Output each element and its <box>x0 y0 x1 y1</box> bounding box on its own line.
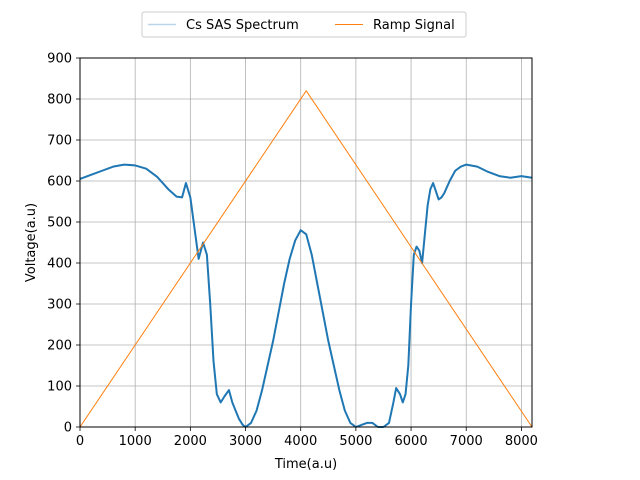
x-axis-label: Time(a.u) <box>274 457 337 472</box>
y-tick-label: 500 <box>47 216 72 231</box>
y-tick-label: 300 <box>47 298 72 313</box>
y-tick-label: 100 <box>47 380 72 395</box>
plot-area-frame <box>79 57 533 428</box>
y-axis-ticks: 0 100 200 300 400 500 600 700 800 900 <box>47 52 80 436</box>
x-tick-label: 0 <box>76 434 84 449</box>
plot-series <box>79 90 533 428</box>
y-tick-label: 700 <box>47 134 72 149</box>
y-tick-label: 200 <box>47 339 72 354</box>
x-tick-label: 1000 <box>119 434 152 449</box>
y-tick-label: 800 <box>47 93 72 108</box>
series-line-ramp-signal <box>79 90 533 428</box>
y-tick-label: 0 <box>64 421 72 436</box>
x-tick-label: 4000 <box>284 434 317 449</box>
x-tick-label: 6000 <box>395 434 428 449</box>
y-tick-label: 900 <box>47 52 72 67</box>
grid <box>79 57 532 428</box>
x-tick-label: 8000 <box>505 434 538 449</box>
y-axis-label: Voltage(a.u) <box>24 203 39 282</box>
series-line-cs-sas-spectrum <box>79 163 533 428</box>
x-tick-label: 3000 <box>229 434 262 449</box>
x-axis-ticks: 0 1000 2000 3000 4000 5000 6000 7000 8000 <box>76 427 538 449</box>
legend-label-ramp-signal: Ramp Signal <box>373 18 455 33</box>
legend-box <box>141 11 467 38</box>
y-tick-label: 400 <box>47 257 72 272</box>
x-tick-label: 7000 <box>450 434 483 449</box>
x-tick-label: 5000 <box>339 434 372 449</box>
y-tick-label: 600 <box>47 175 72 190</box>
legend: Cs SAS Spectrum Ramp Signal <box>141 11 467 38</box>
legend-label-cs-sas-spectrum: Cs SAS Spectrum <box>186 18 299 33</box>
x-tick-label: 2000 <box>174 434 207 449</box>
